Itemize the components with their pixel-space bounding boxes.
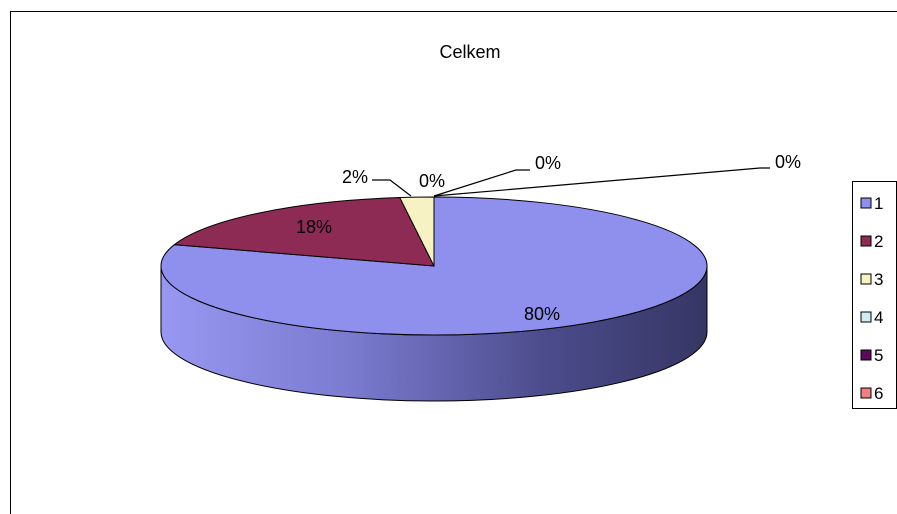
legend-box — [852, 181, 897, 409]
legend-swatch-2 — [860, 235, 872, 247]
leader-line-6 — [433, 167, 770, 197]
legend-label-4: 4 — [874, 308, 883, 327]
pie-slice-2 — [173, 197, 435, 267]
leader-line-5 — [433, 169, 530, 197]
legend-swatch-1 — [860, 197, 872, 209]
data-label-6: 0% — [775, 152, 801, 172]
pie-slice-3 — [398, 196, 435, 267]
legend-swatch-4 — [860, 311, 872, 323]
data-label-5: 0% — [535, 153, 561, 173]
data-label-2: 18% — [296, 217, 332, 237]
pie-leader-lines — [372, 167, 770, 197]
leader-line-3 — [372, 179, 412, 197]
legend-label-6: 6 — [874, 384, 883, 403]
chart-title: Celkem — [439, 42, 500, 62]
data-label-4: 0% — [419, 171, 445, 191]
legend-swatch-5 — [860, 349, 872, 361]
legend-label-3: 3 — [874, 270, 883, 289]
legend-label-1: 1 — [874, 194, 883, 213]
legend-swatch-3 — [860, 273, 872, 285]
legend-label-2: 2 — [874, 232, 883, 251]
legend: 1 2 3 4 5 6 — [852, 181, 897, 409]
pie-top — [160, 196, 708, 336]
data-label-1: 80% — [524, 304, 560, 324]
legend-swatch-6 — [860, 387, 872, 399]
legend-label-5: 5 — [874, 346, 883, 365]
pie-data-labels: 80% 18% 2% 0% 0% 0% — [296, 152, 801, 324]
data-label-3: 2% — [342, 167, 368, 187]
